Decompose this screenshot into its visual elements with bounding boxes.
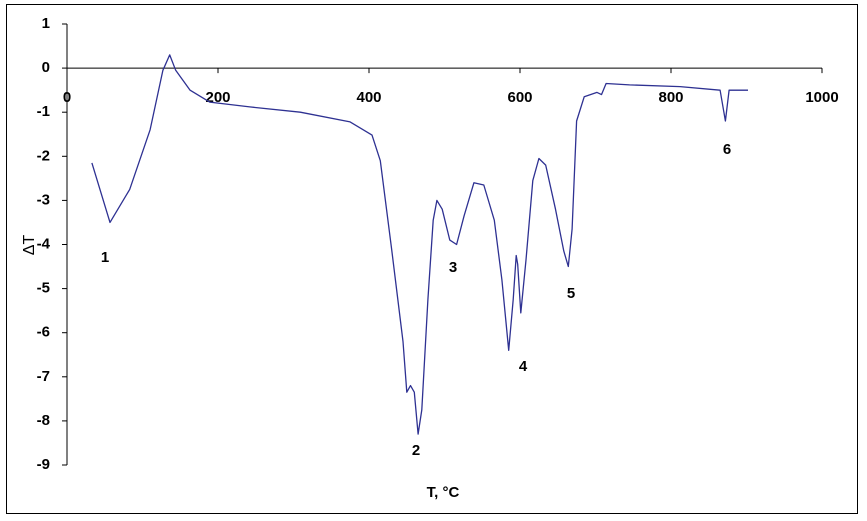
y-tick-label: -9 bbox=[37, 456, 50, 473]
peak-label: 1 bbox=[101, 249, 109, 266]
data-line bbox=[91, 54, 748, 435]
x-tick-label: 400 bbox=[356, 89, 381, 106]
y-axis-title: ΔT bbox=[21, 235, 38, 256]
y-tick-label: -2 bbox=[37, 147, 50, 164]
y-tick-label: -6 bbox=[37, 324, 50, 341]
x-tick-label: 800 bbox=[658, 89, 683, 106]
y-tick-label: -5 bbox=[37, 280, 50, 297]
peak-label: 3 bbox=[449, 259, 457, 276]
y-tick-label: -7 bbox=[37, 368, 50, 385]
y-tick-label: -8 bbox=[37, 412, 50, 429]
y-tick-label: 1 bbox=[42, 15, 50, 32]
y-tick-label: -1 bbox=[37, 103, 50, 120]
x-tick-label: 600 bbox=[507, 89, 532, 106]
x-axis-title: T, °C bbox=[427, 484, 460, 501]
peak-label: 5 bbox=[567, 285, 575, 302]
peak-label: 2 bbox=[412, 442, 420, 459]
x-tick-label: 1000 bbox=[805, 89, 838, 106]
chart-frame bbox=[6, 4, 858, 514]
peak-label: 6 bbox=[723, 141, 731, 158]
y-tick-label: -3 bbox=[37, 191, 50, 208]
x-tick-label: 0 bbox=[63, 89, 71, 106]
peak-label: 4 bbox=[519, 358, 528, 375]
y-tick-label: -4 bbox=[37, 235, 51, 252]
y-tick-label: 0 bbox=[42, 59, 50, 76]
